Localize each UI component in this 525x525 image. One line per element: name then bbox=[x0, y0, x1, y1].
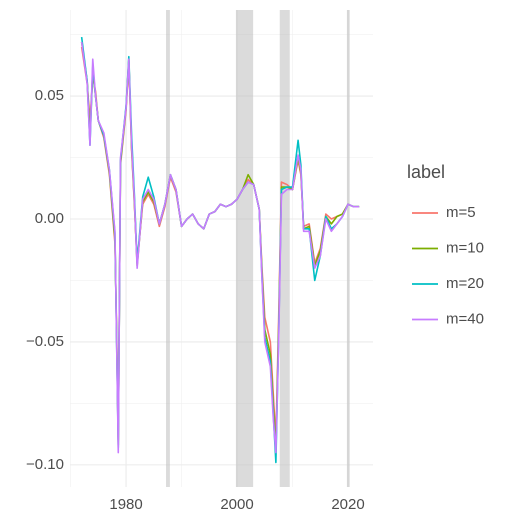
x-tick-label: 1980 bbox=[109, 496, 142, 513]
y-tick-label: −0.05 bbox=[26, 333, 64, 350]
legend-label: m=10 bbox=[446, 239, 484, 256]
y-tick-label: 0.00 bbox=[35, 210, 64, 227]
shaded-region bbox=[279, 10, 290, 487]
legend-label: m=40 bbox=[446, 310, 484, 327]
series-line bbox=[80, 46, 360, 442]
y-tick-label: 0.05 bbox=[35, 87, 64, 104]
x-tick-label: 2020 bbox=[331, 496, 364, 513]
y-tick-label: −0.10 bbox=[26, 456, 64, 473]
x-tick-label: 2000 bbox=[220, 496, 253, 513]
legend-title: label bbox=[407, 162, 445, 182]
series-line bbox=[80, 41, 360, 449]
shaded-region bbox=[346, 10, 350, 487]
shaded-region bbox=[235, 10, 254, 487]
legend-label: m=5 bbox=[446, 204, 476, 221]
legend-label: m=20 bbox=[446, 275, 484, 292]
shaded-region bbox=[166, 10, 170, 487]
series-line bbox=[80, 41, 360, 454]
series-line bbox=[80, 36, 360, 464]
